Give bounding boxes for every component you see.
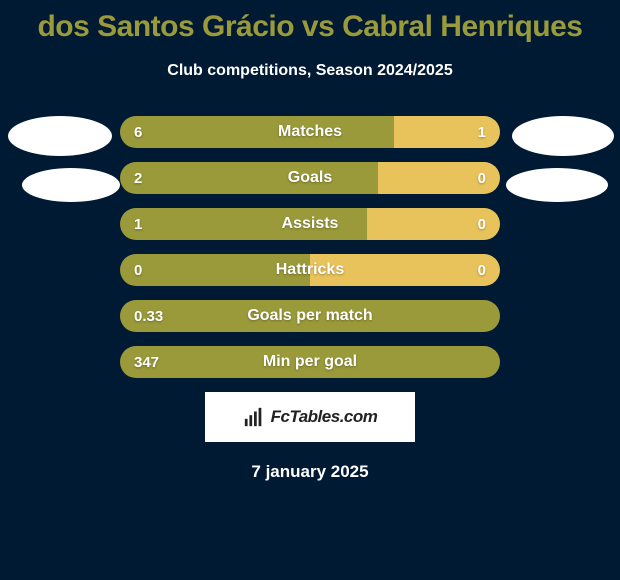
player-avatar-placeholder (22, 168, 120, 202)
stat-row: 20Goals (120, 162, 500, 194)
player-avatar-placeholder (8, 116, 112, 156)
stat-bars: 61Matches 20Goals 10Assists 00Hattricks 0.33… (120, 116, 500, 378)
brand-badge: FcTables.com (205, 392, 415, 442)
page-title: dos Santos Grácio vs Cabral Henriques (0, 0, 620, 44)
stat-row: 347Min per goal (120, 346, 500, 378)
date-text: 7 january 2025 (0, 462, 620, 482)
player-avatar-placeholder (512, 116, 614, 156)
stat-row: 00Hattricks (120, 254, 500, 286)
stat-bar-left (120, 162, 378, 194)
fctables-logo-icon (243, 406, 265, 428)
stat-bar-left (120, 254, 310, 286)
stat-row: 10Assists (120, 208, 500, 240)
stat-bar-left (120, 208, 367, 240)
page-subtitle: Club competitions, Season 2024/2025 (0, 62, 620, 80)
stat-bar-right (394, 116, 500, 148)
brand-text: FcTables.com (271, 407, 378, 427)
stat-bar-left (120, 116, 394, 148)
stat-bar-left (120, 300, 500, 332)
stat-bar-right (367, 208, 500, 240)
stat-row: 0.33Goals per match (120, 300, 500, 332)
comparison-chart: 61Matches 20Goals 10Assists 00Hattricks 0.33… (0, 116, 620, 378)
stat-bar-right (378, 162, 500, 194)
stat-bar-right (310, 254, 500, 286)
stat-bar-left (120, 346, 500, 378)
player-avatar-placeholder (506, 168, 608, 202)
stat-row: 61Matches (120, 116, 500, 148)
